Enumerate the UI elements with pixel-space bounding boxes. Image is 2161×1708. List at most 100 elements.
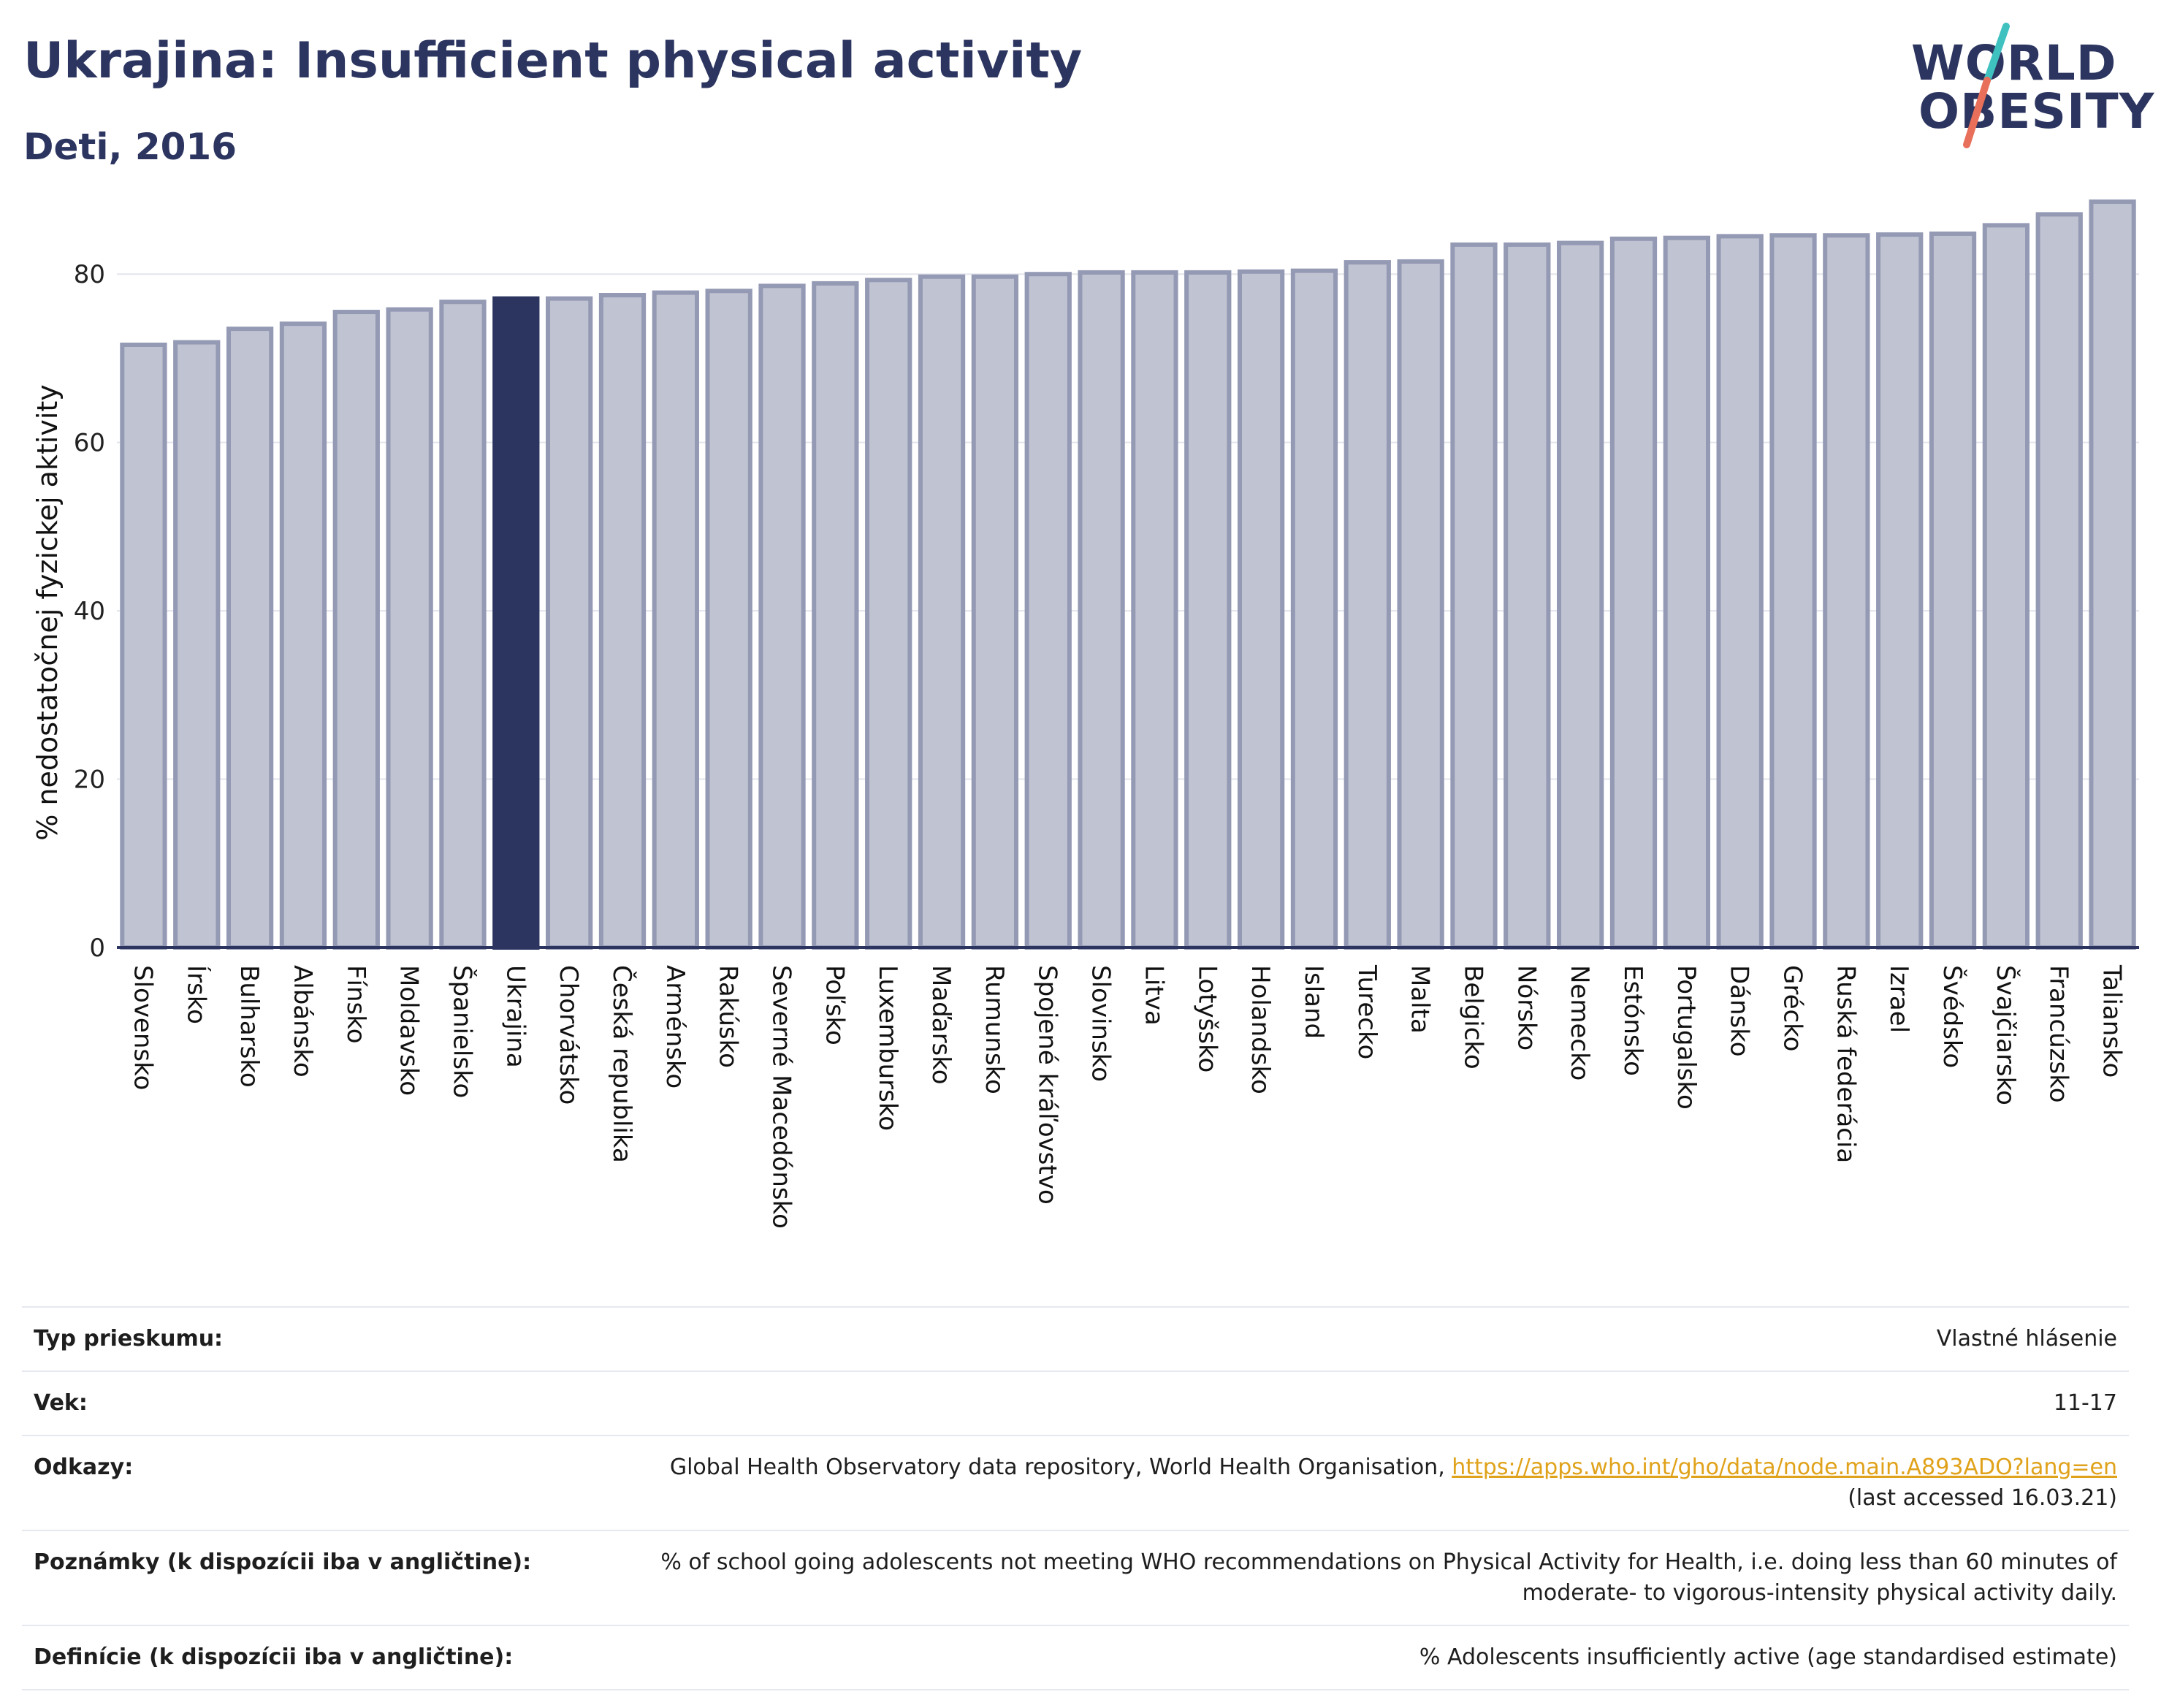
y-tick-label: 40 [74, 597, 105, 626]
bar-belgicko [1450, 242, 1498, 950]
x-tick-label: Ruská federácia [1831, 965, 1860, 1163]
bar-moldavsko [386, 307, 433, 950]
y-tick-label: 60 [74, 429, 105, 458]
bar-poľsko [812, 281, 859, 950]
x-tick-label: Fínsko [341, 965, 370, 1044]
x-tick-label: Švajčiarsko [1991, 965, 2021, 1105]
bar-nemecko [1557, 240, 1604, 950]
bar-island [1290, 268, 1338, 950]
bar-bulharsko [226, 327, 274, 950]
meta-row-survey-type: Typ prieskumu: Vlastné hlásenie [22, 1306, 2129, 1371]
x-tick-label: Litva [1139, 965, 1168, 1026]
x-tick-label: Česká republika [607, 965, 637, 1163]
meta-value-references: Global Health Observatory data repositor… [571, 1435, 2129, 1530]
logo-slash-icon [1963, 23, 2010, 148]
bar-írsko [173, 340, 221, 950]
x-tick-label: Luxembursko [873, 965, 902, 1131]
bar-dánsko [1716, 234, 1764, 950]
bar-ukrajina [492, 296, 540, 950]
reference-text: Global Health Observatory data repositor… [669, 1455, 1452, 1480]
x-tick-label: Írsko [181, 965, 211, 1024]
bar-nórsko [1503, 242, 1551, 950]
bar-chart: 0 20 40 60 80 Slovensko Írsko Bulharsko Albánsk… [31, 199, 2139, 1229]
meta-row-references: Odkazy: Global Health Observatory data r… [22, 1435, 2129, 1530]
chart-title: Ukrajina: Insufficient physical activity [23, 32, 1083, 90]
meta-value: % of school going adolescents not meetin… [571, 1530, 2129, 1625]
y-tick-label: 80 [74, 260, 105, 289]
y-tick-label: 20 [74, 766, 105, 795]
bar-rakúsko [705, 289, 752, 950]
x-tick-label: Moldavsko [395, 965, 424, 1096]
y-axis-ticks: 0 20 40 60 80 [74, 260, 105, 963]
meta-value: 11-17 [571, 1370, 2129, 1436]
bar-turecko [1344, 260, 1391, 950]
x-tick-label: Malta [1406, 965, 1435, 1034]
meta-key: Vek: [22, 1370, 571, 1436]
meta-row-age: Vek: 11-17 [22, 1370, 2129, 1436]
x-tick-label: Turecko [1352, 964, 1381, 1059]
bar-ruská-federácia [1823, 233, 1870, 950]
bar-albánsko [279, 321, 327, 950]
bar-portugalsko [1663, 235, 1710, 950]
x-tick-label: Albánsko [288, 965, 317, 1078]
x-tick-label: Španielsko [447, 965, 477, 1098]
x-tick-label: Grécko [1778, 965, 1807, 1051]
metadata-table: Typ prieskumu: Vlastné hlásenie Vek: 11-… [22, 1306, 2129, 1690]
x-tick-label: Bulharsko [235, 965, 264, 1088]
bar-arménsko [652, 290, 699, 950]
meta-row-definitions: Definície (k dispozícii iba v angličtine… [22, 1625, 2129, 1690]
meta-value: Vlastné hlásenie [571, 1306, 2129, 1371]
bar-rumunsko [971, 274, 1019, 950]
bar-spojené-kráľovstvo [1024, 272, 1072, 950]
bar-maďarsko [918, 274, 966, 950]
bar-švajčiarsko [1982, 223, 2030, 950]
reference-link[interactable]: https://apps.who.int/gho/data/node.main.… [1452, 1455, 2117, 1480]
bar-litva [1131, 270, 1178, 950]
x-tick-label: Belgicko [1458, 965, 1487, 1070]
x-tick-label: Holandsko [1246, 965, 1275, 1094]
bar-grécko [1769, 233, 1817, 950]
x-tick-label: Dánsko [1725, 965, 1754, 1057]
x-tick-label: Severné Macedónsko [767, 965, 796, 1229]
bar-španielsko [439, 300, 487, 950]
bar-severné-macedónsko [758, 283, 806, 950]
bar-holandsko [1237, 269, 1285, 950]
x-tick-label: Portugalsko [1672, 965, 1701, 1110]
x-tick-label: Izrael [1884, 965, 1913, 1033]
meta-key: Odkazy: [22, 1435, 571, 1530]
x-axis-labels: Slovensko Írsko Bulharsko Albánsko Fínsko Mol… [128, 964, 2126, 1229]
x-tick-label: Island [1299, 965, 1328, 1039]
x-tick-label: Švédsko [1937, 965, 1967, 1068]
bar-chorvátsko [546, 296, 593, 950]
meta-key: Poznámky (k dispozícii iba v angličtine)… [22, 1530, 571, 1625]
chart-subtitle: Deti, 2016 [23, 126, 237, 168]
x-tick-label: Lotyšsko [1192, 965, 1221, 1072]
meta-key: Definície (k dispozícii iba v angličtine… [22, 1625, 571, 1690]
x-tick-label: Arménsko [660, 965, 690, 1089]
bar-švédsko [1929, 231, 1977, 950]
bar-česká-republika [598, 293, 647, 950]
logo-text-obesity: OBESITY [1918, 83, 2155, 140]
bars [120, 199, 2136, 950]
bar-taliansko [2089, 199, 2136, 950]
x-tick-label: Slovinsko [1086, 965, 1116, 1082]
x-tick-label: Slovensko [128, 965, 157, 1090]
x-tick-label: Poľsko [820, 965, 849, 1045]
x-tick-label: Chorvátsko [554, 965, 583, 1105]
bar-slovensko [120, 343, 167, 950]
meta-value: % Adolescents insufficiently active (age… [571, 1625, 2129, 1690]
x-tick-label: Taliansko [2097, 964, 2127, 1078]
y-tick-label: 0 [89, 934, 105, 963]
bar-fínsko [332, 310, 380, 950]
x-tick-label: Ukrajina [500, 965, 530, 1068]
bar-malta [1397, 259, 1444, 950]
x-tick-label: Nemecko [1565, 965, 1594, 1080]
y-axis-label: % nedostatočnej fyzickej aktivity [31, 384, 64, 841]
x-tick-label: Spojené kráľovstvo [1033, 965, 1062, 1205]
reference-note: (last accessed 16.03.21) [1848, 1485, 2117, 1511]
bar-slovinsko [1078, 270, 1125, 950]
x-tick-label: Estónsko [1618, 965, 1647, 1076]
bar-luxembursko [865, 278, 912, 950]
bar-francúzsko [2035, 212, 2083, 950]
x-tick-label: Rumunsko [980, 965, 1009, 1094]
